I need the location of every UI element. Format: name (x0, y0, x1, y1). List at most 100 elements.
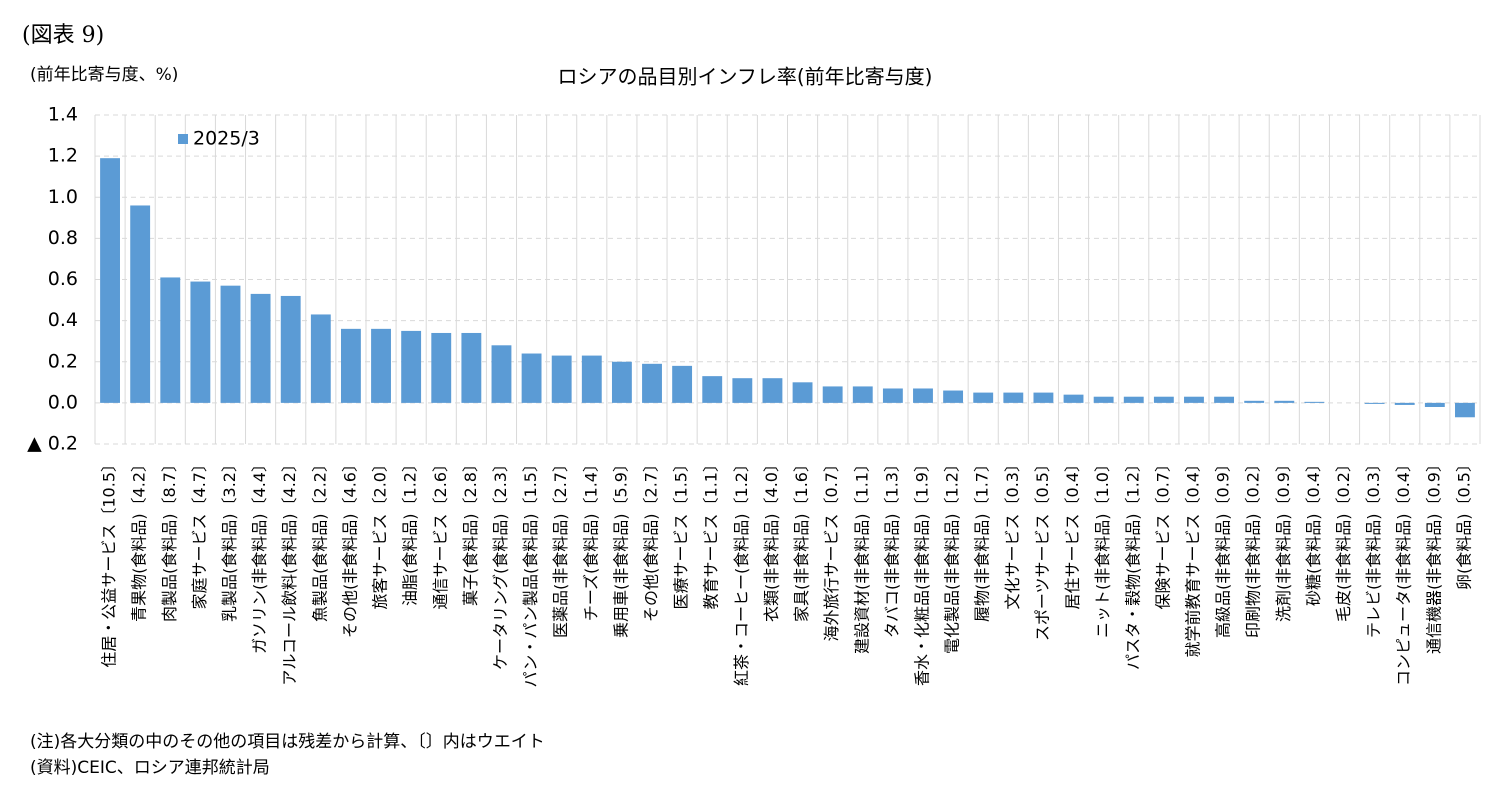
bar (822, 386, 843, 403)
x-tick-label: 通信機器(非食料品)〔0.9〕 (1424, 456, 1443, 654)
bar (913, 388, 933, 403)
x-tick-label: 通信サービス〔2.6〕 (431, 456, 450, 609)
legend-label: 2025/3 (193, 128, 260, 150)
x-tick-label: 高級品(非食料品)〔0.9〕 (1214, 456, 1233, 638)
x-tick-label: 乗用車(非食料品)〔5.9〕 (611, 456, 630, 638)
bar (1093, 396, 1114, 403)
x-tick-label: 紅茶・コーヒー(食料品)〔1.2〕 (732, 456, 751, 686)
bar (973, 392, 994, 403)
x-tick-label: ニット(非食料品)〔1.0〕 (1093, 456, 1112, 638)
bar (310, 314, 331, 403)
y-tick-label: 0.2 (48, 350, 78, 372)
bar (1003, 392, 1024, 403)
bar (431, 332, 452, 403)
x-tick-label: 旅客サービス〔2.0〕 (371, 456, 390, 609)
x-tick-label: 建設資材(非食料品)〔1.1〕 (852, 456, 871, 654)
bar (672, 365, 693, 403)
chart-title: ロシアの品目別インフレ率(前年比寄与度) (557, 65, 932, 89)
x-tick-label: その他(非食料品)〔4.6〕 (340, 456, 359, 638)
bar (160, 277, 181, 403)
bar (943, 390, 964, 403)
figure-label: (図表 9) (22, 23, 104, 48)
x-tick-label: 毛皮(非食料品)〔0.2〕 (1334, 456, 1353, 622)
x-tick-label: 砂糖(食料品)〔0.4〕 (1304, 456, 1323, 606)
bar (1184, 396, 1204, 403)
x-tick-label: 保険サービス〔0.7〕 (1153, 456, 1172, 609)
x-tick-label: コンピュータ(非食料品)〔0.4〕 (1394, 456, 1413, 686)
bar (340, 328, 361, 403)
x-tick-label: 魚製品(食料品)〔2.2〕 (310, 456, 329, 622)
bar (1033, 392, 1054, 403)
x-tick-label: 衣類(非食料品)〔4.0〕 (762, 456, 781, 622)
y-tick-label: 1.0 (48, 186, 78, 208)
x-tick-label: 文化サービス〔0.3〕 (1003, 456, 1022, 609)
x-tick-label: 電化製品(非食料品)〔1.2〕 (943, 456, 962, 654)
y-tick-label: 0.8 (48, 227, 78, 249)
bar (1123, 396, 1144, 403)
bar (1063, 394, 1084, 403)
bar (1304, 401, 1325, 403)
x-tick-label: 住居・公益サービス〔10.5〕 (100, 456, 119, 668)
x-tick-label: 就学前教育サービス〔0.4〕 (1183, 456, 1202, 657)
bar (581, 355, 602, 403)
x-tick-label: 医療サービス〔1.5〕 (672, 456, 691, 609)
x-tick-label: 菓子(食料品)〔2.8〕 (461, 456, 480, 606)
x-tick-label: 洗剤(非食料品)〔0.9〕 (1274, 456, 1293, 622)
bar (1364, 402, 1385, 404)
x-tick-label: ガソリン(非食料品)〔4.4〕 (250, 456, 269, 654)
x-tick-label: 印刷物(非食料品)〔0.2〕 (1244, 456, 1263, 638)
bar (461, 332, 482, 403)
y-tick-label: 1.4 (48, 104, 78, 126)
y-tick-label: 0.0 (48, 391, 78, 413)
x-tick-label: 香水・化粧品(非食料品)〔1.9〕 (912, 456, 931, 686)
bar (852, 386, 873, 403)
y-tick-label: 1.2 (48, 145, 78, 167)
bar (1394, 402, 1415, 405)
y-tick-label: 0.6 (48, 268, 78, 290)
bar (882, 388, 903, 403)
x-tick-label: 履物(非食料品)〔1.7〕 (973, 456, 992, 622)
bar (1214, 396, 1235, 403)
x-tick-label: アルコール飲料(食料品)〔4.2〕 (280, 456, 299, 686)
bar (1455, 402, 1475, 418)
bar (371, 328, 391, 403)
source: (資料)CEIC、ロシア連邦統計局 (30, 758, 270, 778)
x-tick-label: 肉製品(食料品)〔8.7〕 (160, 456, 179, 622)
bar (1153, 396, 1174, 403)
x-tick-label: タバコ(非食料品)〔1.3〕 (882, 456, 901, 638)
x-tick-label: 卵(食料品)〔0.5〕 (1454, 456, 1473, 590)
bar (702, 376, 723, 403)
bar (220, 285, 241, 403)
x-tick-label: 海外旅行サービス〔0.7〕 (822, 456, 841, 641)
legend-swatch (178, 134, 188, 144)
x-tick-label: テレビ(非食料品)〔0.3〕 (1364, 456, 1383, 638)
x-tick-label: パスタ・穀物(食料品)〔1.2〕 (1123, 456, 1142, 670)
x-tick-label: 家具(非食料品)〔1.6〕 (792, 456, 811, 622)
x-tick-label: チーズ(食料品)〔1.4〕 (581, 456, 600, 621)
bar (280, 295, 301, 403)
x-tick-label: 油脂(食料品)〔1.2〕 (401, 456, 420, 606)
y-tick-label: 0.4 (48, 309, 78, 331)
y-axis-label: (前年比寄与度、%) (30, 65, 178, 85)
x-tick-label: 居住サービス〔0.4〕 (1063, 456, 1082, 609)
bar (551, 355, 572, 403)
x-tick-label: 教育サービス〔1.1〕 (702, 456, 721, 609)
x-tick-label: パン・パン製品(食料品)〔1.5〕 (521, 456, 540, 688)
bar (250, 293, 271, 403)
x-tick-label: 医薬品(非食料品)〔2.7〕 (551, 456, 570, 638)
bar (792, 382, 813, 403)
bar (401, 330, 422, 403)
bar (1274, 400, 1295, 403)
bar (642, 363, 662, 403)
bar (732, 378, 753, 403)
bar (491, 345, 512, 403)
y-tick-label: ▲ 0.2 (27, 433, 78, 455)
x-tick-label: その他(食料品)〔2.7〕 (642, 456, 661, 622)
bar (190, 281, 211, 403)
bar (1244, 400, 1265, 403)
bar (1424, 402, 1445, 407)
bar (100, 158, 120, 403)
x-tick-label: 家庭サービス〔4.7〕 (190, 456, 209, 609)
x-tick-label: 青果物(食料品)〔4.2〕 (130, 456, 149, 622)
